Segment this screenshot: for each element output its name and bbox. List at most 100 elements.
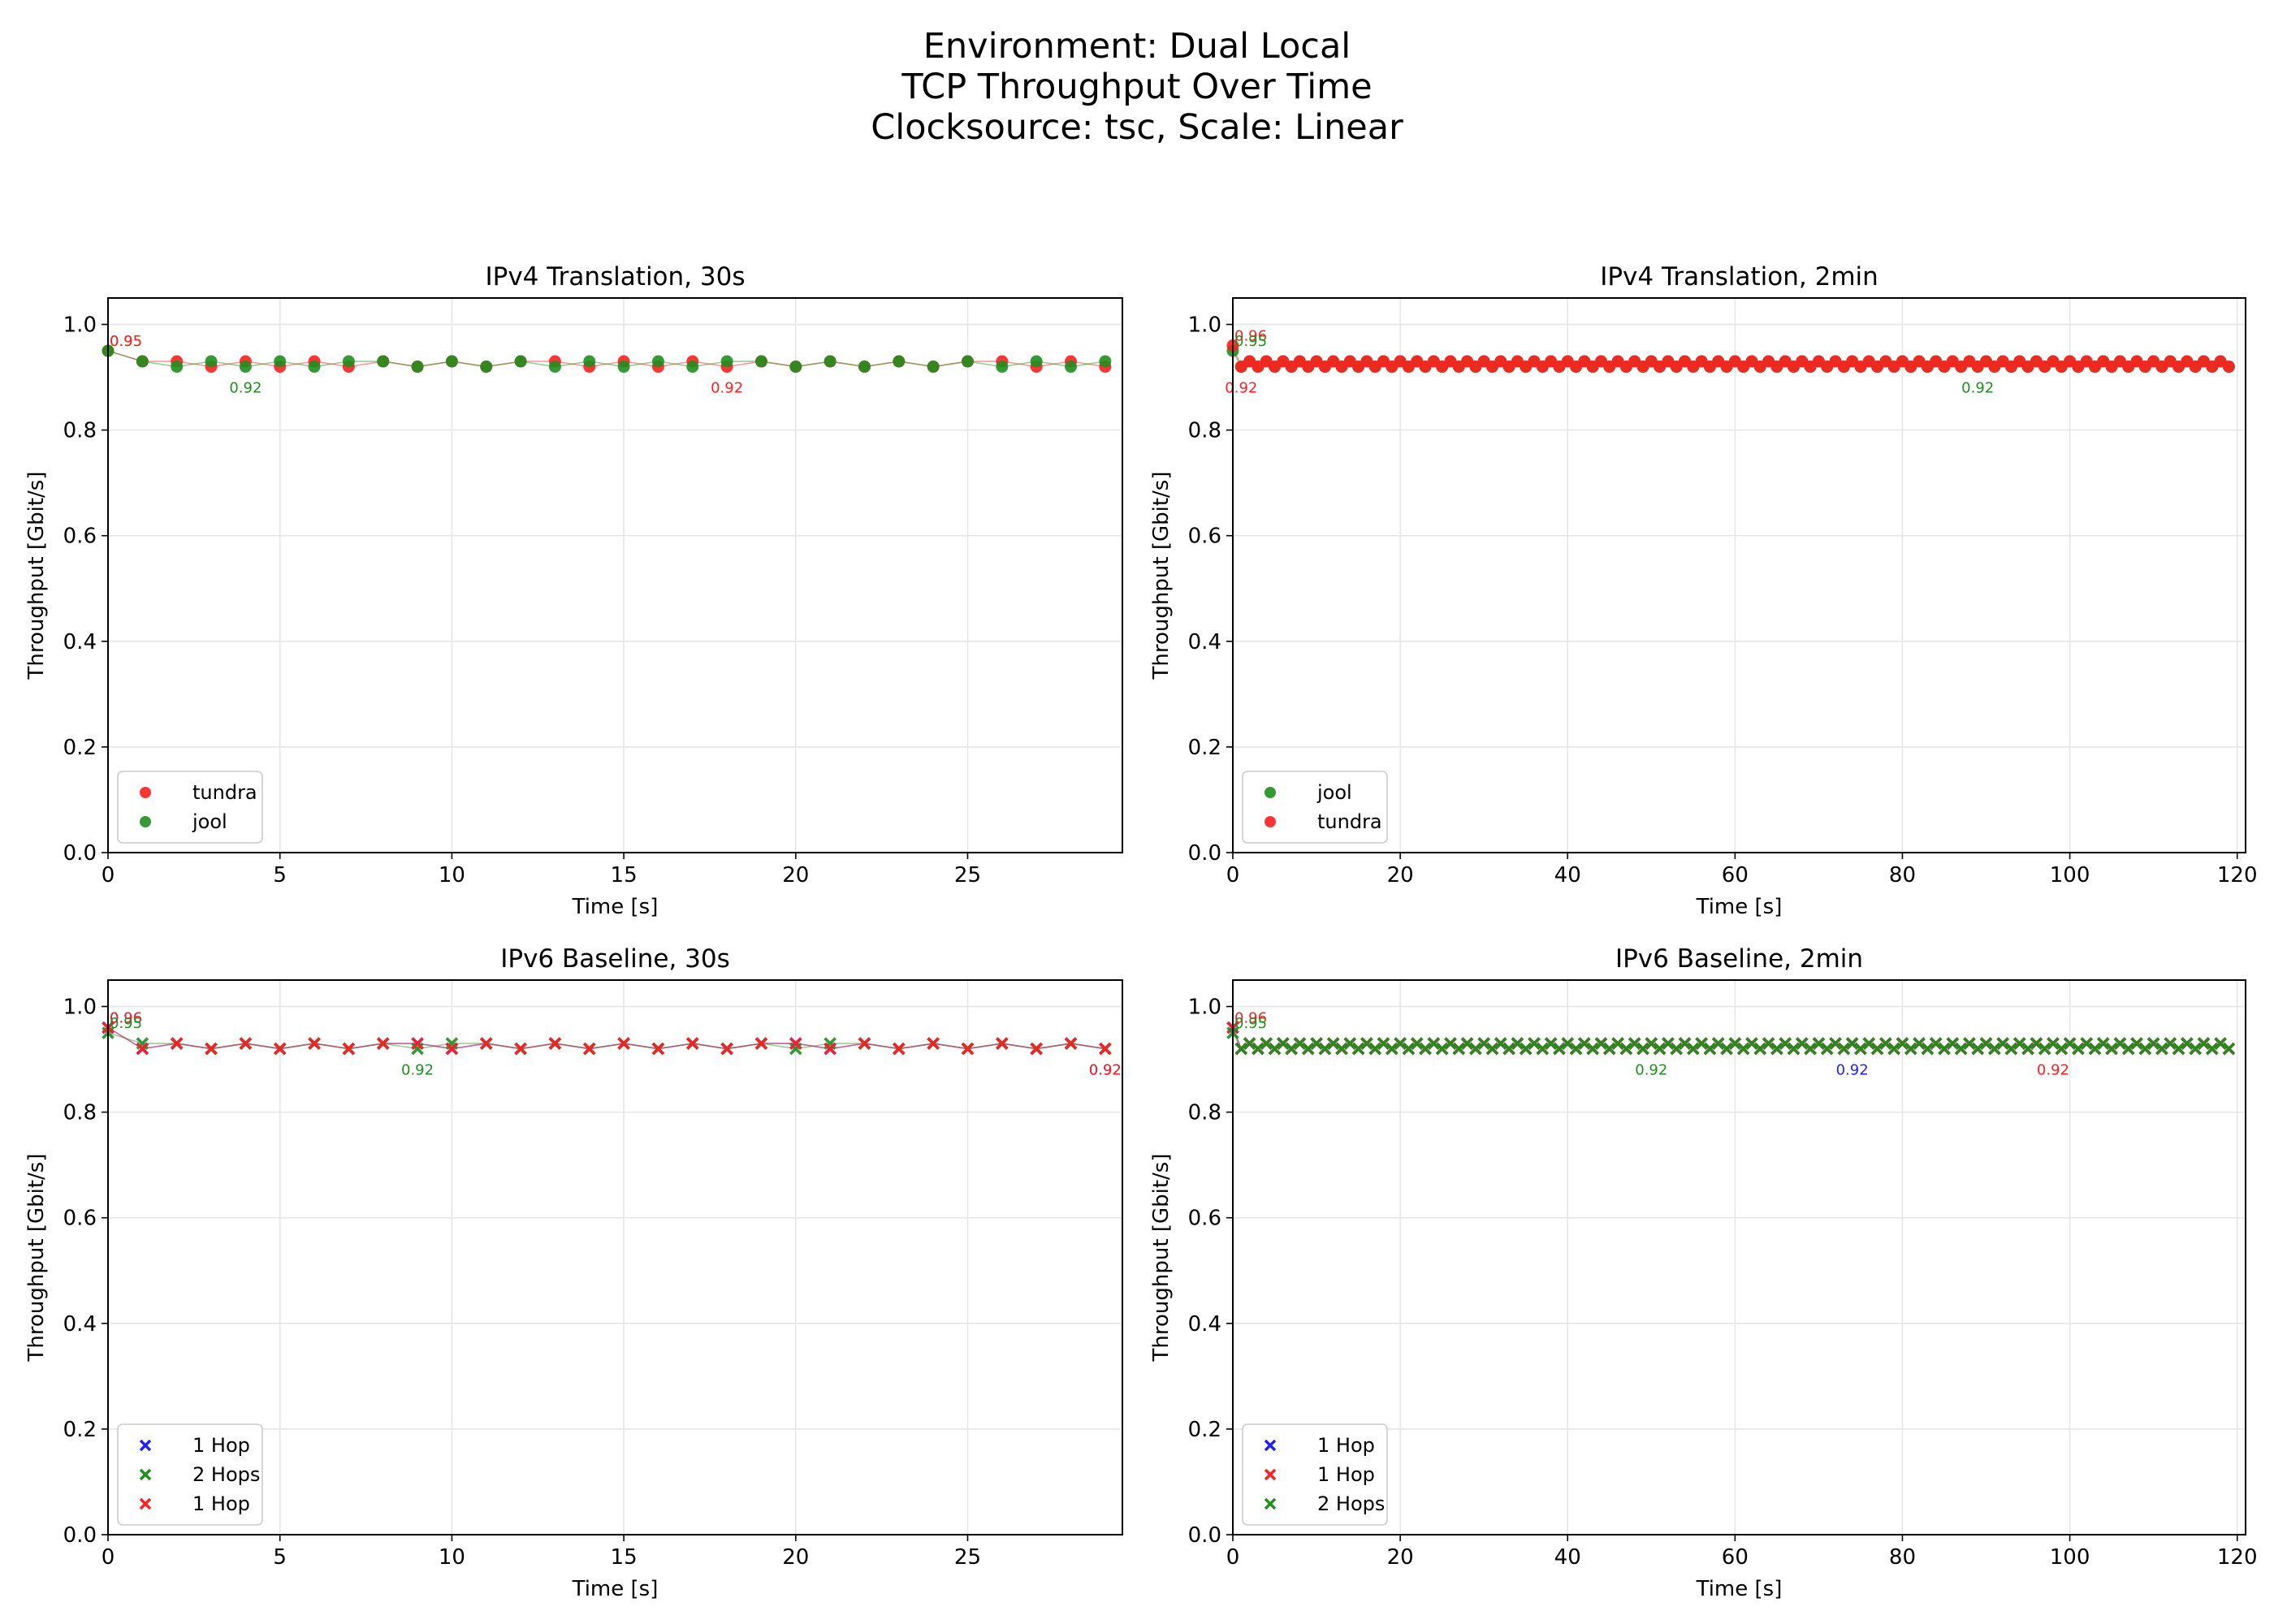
x-tick-label: 120 (2217, 863, 2258, 888)
data-point (548, 1037, 562, 1050)
data-point (1553, 1042, 1566, 1056)
data-point (1728, 1037, 1742, 1050)
data-point (239, 1037, 253, 1050)
value-annotation: 0.95 (1234, 333, 1267, 350)
data-point (2181, 1037, 2194, 1050)
data-point (1511, 1037, 1524, 1050)
legend: 1 Hop 1 Hop 2 Hops (1242, 1423, 1388, 1526)
x-tick-label: 20 (782, 863, 809, 888)
data-point (1277, 1037, 1290, 1050)
data-point (2063, 1037, 2077, 1050)
y-tick-label: 0.6 (1188, 525, 1221, 549)
value-annotation: 0.92 (1225, 380, 1257, 397)
data-point (2055, 1042, 2069, 1056)
x-tick-label: 20 (782, 1545, 809, 1570)
figure-title-line-3: Clocksource: tsc, Scale: Linear (871, 107, 1403, 148)
data-point (514, 355, 527, 368)
data-point (2088, 1042, 2102, 1056)
x-tick-label: 10 (439, 1545, 465, 1570)
data-point (1536, 1042, 1550, 1056)
x-tick-label: 25 (954, 1545, 981, 1570)
data-point (308, 1037, 321, 1050)
data-point (927, 1037, 940, 1050)
y-tick-label: 1.0 (1188, 313, 1221, 338)
y-tick-label: 0.2 (63, 1418, 97, 1442)
data-point (2072, 1042, 2085, 1056)
legend-marker (139, 1497, 152, 1510)
data-point (789, 361, 802, 374)
data-point (480, 361, 493, 374)
chart-panel-1: 0.950.950.92 0.920 5 10 15 20 250.00.20.40.60.… (24, 262, 1123, 919)
y-tick-label: 0.8 (1188, 1101, 1221, 1125)
data-point (1268, 1042, 1282, 1056)
y-tick-label: 0.8 (63, 1101, 97, 1125)
data-point (136, 1042, 149, 1056)
legend: 1 Hop 2 Hops 1 Hop (117, 1423, 263, 1526)
data-point (1335, 1042, 1348, 1056)
chart-panel-3: 0.960.960.950.92 0.920.920 5 10 15 20 250.00.2… (24, 944, 1123, 1601)
data-point (582, 1042, 596, 1056)
chart-panel-2: 0.960.95 0.92 0.92 0 20 40 60 80 100 120 0.0 0.2 0.4… (1149, 262, 2258, 919)
data-point (1528, 1037, 1541, 1050)
data-point (1099, 355, 1112, 368)
data-point (651, 355, 664, 368)
series-1-points (102, 1021, 1112, 1056)
y-tick-label: 0.0 (1188, 1523, 1221, 1548)
data-point (1243, 1037, 1256, 1050)
data-point (1318, 1042, 1332, 1056)
data-point (1988, 1042, 2001, 1056)
data-point (996, 1037, 1009, 1050)
axes-frame (1232, 979, 2246, 1535)
legend-box (117, 771, 263, 844)
legend-marker (1264, 1468, 1277, 1481)
x-tick-label: 100 (2050, 1545, 2090, 1570)
data-point (720, 1042, 733, 1056)
data-point (961, 1042, 975, 1056)
legend-marker (139, 1439, 152, 1452)
series-3-points (102, 1021, 1112, 1056)
y-tick-label: 0.4 (1188, 1312, 1221, 1337)
data-point (2038, 1042, 2051, 1056)
data-point (1812, 1037, 1826, 1050)
data-point (1971, 1042, 1984, 1056)
data-point (789, 1037, 802, 1050)
data-point (1030, 1042, 1043, 1056)
data-point (1879, 1037, 1892, 1050)
x-tick-label: 40 (1554, 863, 1581, 888)
data-point (1921, 1042, 1935, 1056)
y-tick-label: 0.4 (1188, 630, 1221, 654)
x-tick-label: 20 (1387, 1545, 1414, 1570)
legend-label: 2 Hops (1317, 1492, 1385, 1515)
value-annotation: 0.95 (110, 333, 142, 350)
data-point (1452, 1042, 1466, 1056)
chart-title: IPv4 Translation, 30s (486, 262, 746, 292)
value-annotation: 0.92 (401, 1062, 434, 1079)
y-axis-label: Throughput [Gbit/s] (24, 1154, 49, 1363)
data-point (1820, 1042, 1834, 1056)
data-point (1351, 1042, 1365, 1056)
y-tick-label: 0.6 (1188, 1207, 1221, 1231)
data-point (1611, 1037, 1624, 1050)
value-annotation: 0.96 (110, 1010, 142, 1027)
data-point (1502, 1042, 1515, 1056)
data-point (1913, 1037, 1926, 1050)
data-point (2214, 1037, 2227, 1050)
axes-frame (107, 979, 1123, 1535)
data-point (1602, 1042, 1616, 1056)
data-point (1569, 1042, 1583, 1056)
value-annotation: 0.96 (1234, 1010, 1267, 1027)
legend-label: 2 Hops (192, 1463, 260, 1486)
x-tick-label: 40 (1554, 1545, 1581, 1570)
data-point (2105, 1042, 2118, 1056)
y-tick-label: 1.0 (1188, 996, 1221, 1020)
data-point (1444, 1037, 1457, 1050)
x-tick-label: 20 (1387, 863, 1414, 888)
data-point (1377, 1037, 1390, 1050)
data-point (136, 355, 149, 368)
data-point (2130, 1037, 2143, 1050)
y-tick-label: 0.6 (63, 525, 97, 549)
y-tick-label: 0.4 (63, 1312, 97, 1337)
y-tick-label: 0.0 (63, 841, 97, 866)
data-point (1996, 1037, 2009, 1050)
data-point (479, 1037, 493, 1050)
